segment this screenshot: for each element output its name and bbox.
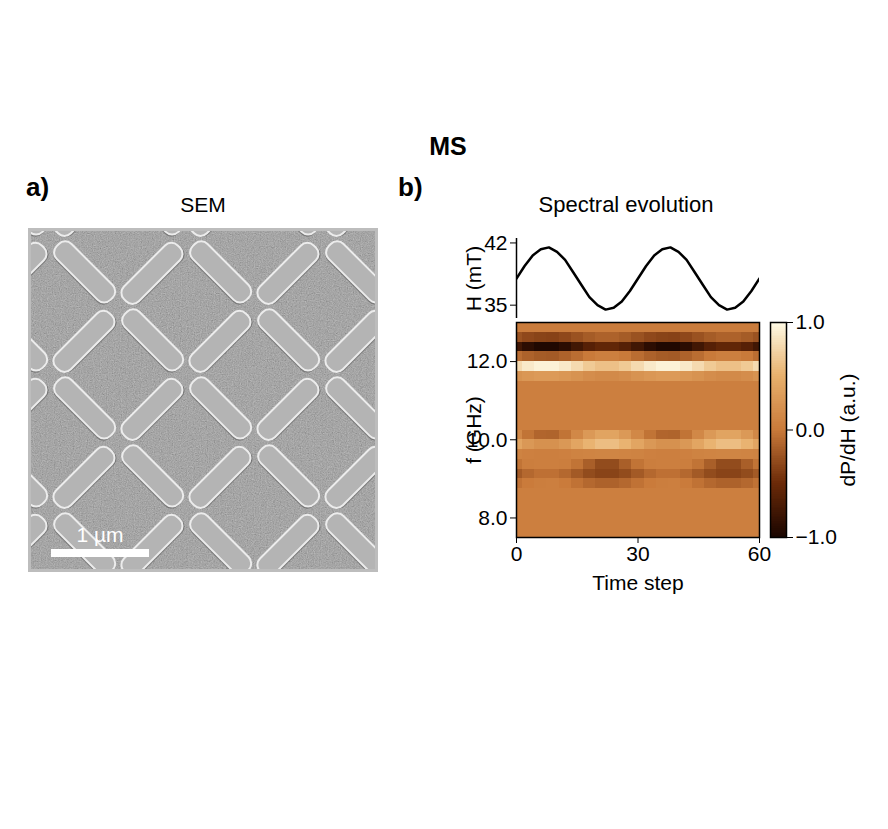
svg-text:8.0: 8.0 (478, 506, 507, 529)
svg-text:1 µm: 1 µm (76, 523, 123, 546)
html-text:b): b) (398, 172, 423, 202)
svg-text:0.0: 0.0 (796, 418, 825, 441)
svg-text:60: 60 (748, 542, 771, 565)
svg-text:30: 30 (626, 542, 649, 565)
svg-text:35: 35 (484, 293, 507, 316)
svg-text:H (mT): H (mT) (462, 246, 485, 311)
svg-text:42: 42 (484, 231, 507, 254)
svg-text:12.0: 12.0 (467, 349, 508, 372)
svg-text:10.0: 10.0 (466, 427, 508, 451)
svg-text:Time step: Time step (592, 571, 683, 594)
html-text:Spectral evolution: Spectral evolution (538, 192, 714, 217)
svg-text:0: 0 (511, 542, 523, 565)
html-text:a): a) (26, 172, 50, 202)
svg-text:−1.0: −1.0 (796, 525, 837, 548)
svg-text:1.0: 1.0 (796, 310, 825, 333)
svg-text:dP/dH (a.u.): dP/dH (a.u.) (836, 373, 859, 486)
html-text:SEM: SEM (180, 193, 226, 216)
html-text:MS: MS (429, 132, 467, 160)
svg-text:f (GHz): f (GHz) (462, 396, 485, 464)
